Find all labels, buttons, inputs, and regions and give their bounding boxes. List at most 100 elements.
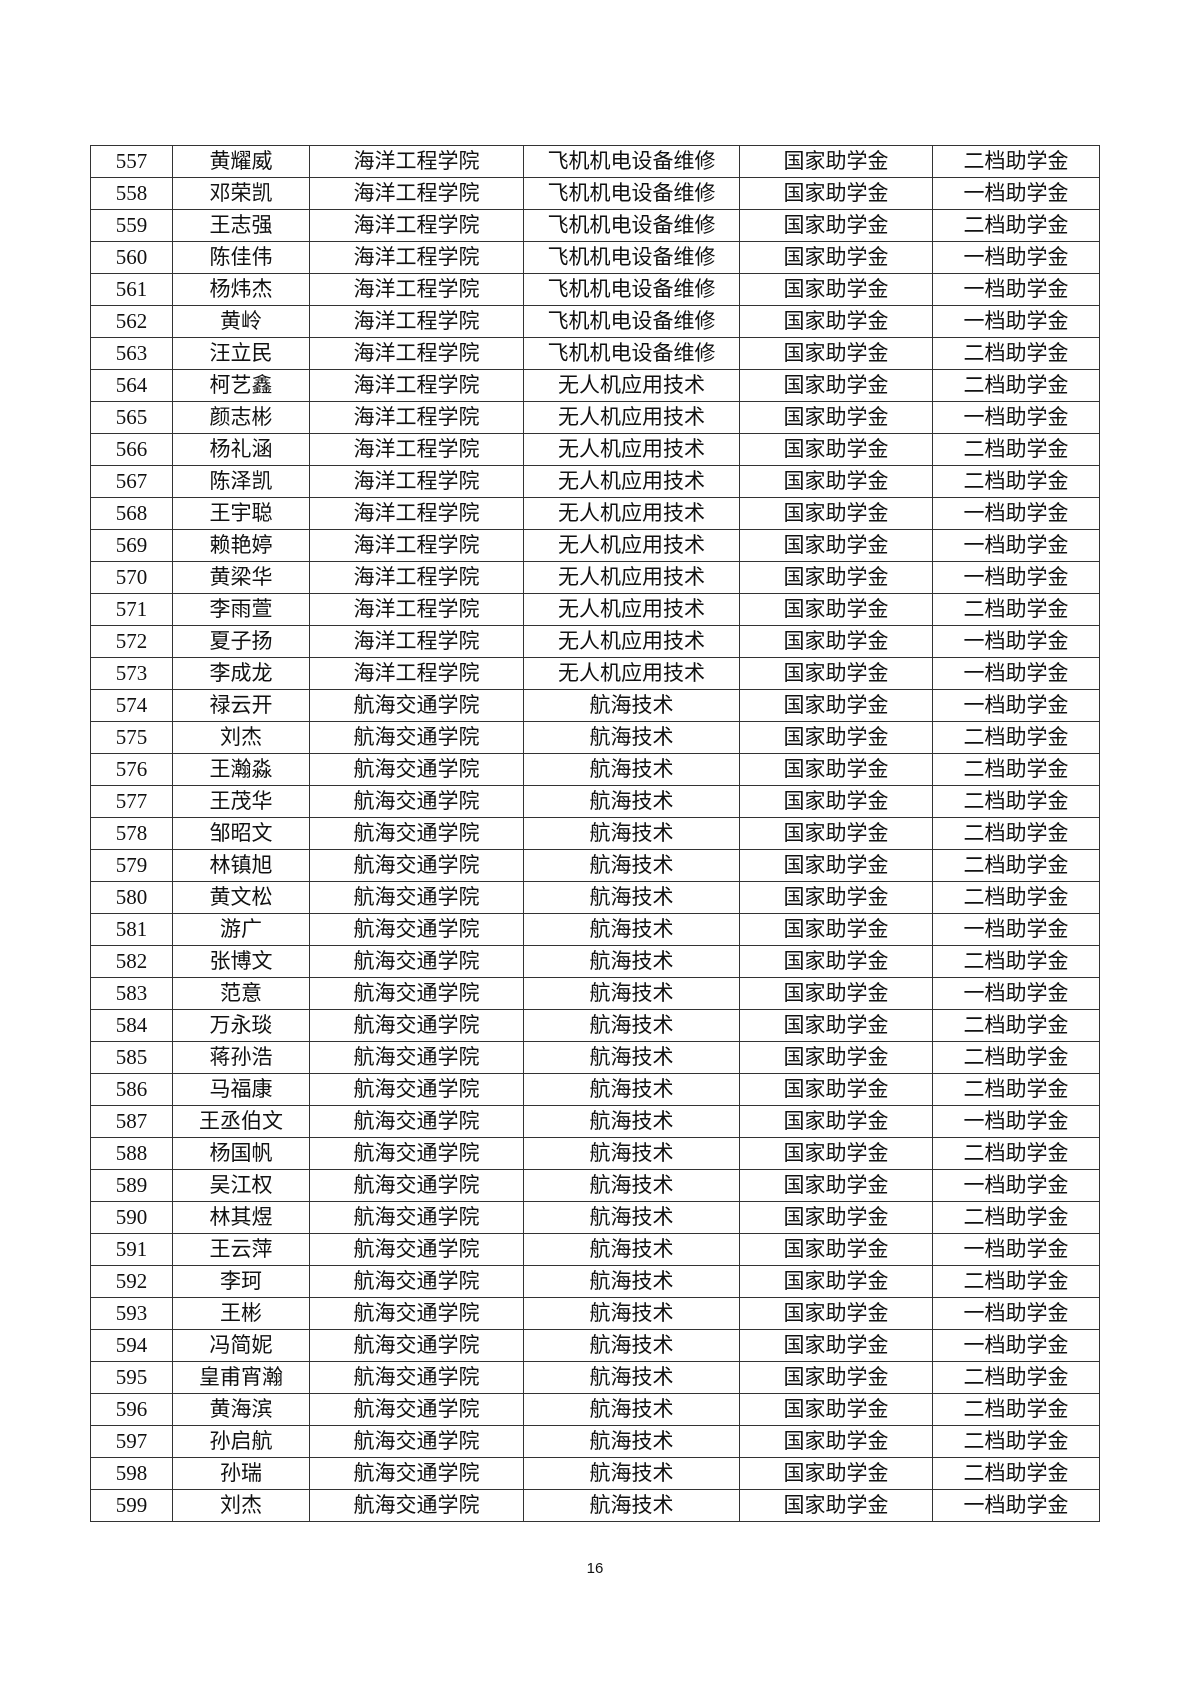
table-row: 597 孙启航 航海交通学院 航海技术 国家助学金 二档助学金: [90, 1425, 1100, 1458]
cell-index: 585: [90, 1041, 173, 1074]
cell-index: 567: [90, 465, 173, 498]
cell-index: 582: [90, 945, 173, 978]
cell-college: 海洋工程学院: [309, 145, 524, 178]
cell-college: 航海交通学院: [309, 881, 524, 914]
cell-major: 航海技术: [523, 1137, 740, 1170]
table-row: 569 赖艳婷 海洋工程学院 无人机应用技术 国家助学金 一档助学金: [90, 529, 1100, 562]
cell-name: 蒋孙浩: [172, 1041, 310, 1074]
cell-name: 马福康: [172, 1073, 310, 1106]
cell-college: 航海交通学院: [309, 913, 524, 946]
cell-scholarship-type: 国家助学金: [739, 881, 933, 914]
cell-college: 航海交通学院: [309, 753, 524, 786]
cell-index: 568: [90, 497, 173, 530]
cell-college: 航海交通学院: [309, 1201, 524, 1234]
cell-name: 皇甫宵瀚: [172, 1361, 310, 1394]
cell-grade: 二档助学金: [932, 817, 1100, 850]
cell-grade: 二档助学金: [932, 1073, 1100, 1106]
cell-name: 王云萍: [172, 1233, 310, 1266]
cell-major: 无人机应用技术: [523, 433, 740, 466]
cell-grade: 一档助学金: [932, 1489, 1100, 1522]
cell-name: 刘杰: [172, 721, 310, 754]
table-row: 579 林镇旭 航海交通学院 航海技术 国家助学金 二档助学金: [90, 849, 1100, 882]
cell-grade: 二档助学金: [932, 1201, 1100, 1234]
cell-college: 航海交通学院: [309, 817, 524, 850]
cell-name: 杨国帆: [172, 1137, 310, 1170]
cell-college: 航海交通学院: [309, 1361, 524, 1394]
cell-scholarship-type: 国家助学金: [739, 497, 933, 530]
cell-major: 飞机机电设备维修: [523, 209, 740, 242]
cell-name: 吴江权: [172, 1169, 310, 1202]
table-row: 564 柯艺鑫 海洋工程学院 无人机应用技术 国家助学金 二档助学金: [90, 369, 1100, 402]
cell-name: 林镇旭: [172, 849, 310, 882]
cell-major: 航海技术: [523, 945, 740, 978]
cell-scholarship-type: 国家助学金: [739, 1361, 933, 1394]
cell-major: 航海技术: [523, 1041, 740, 1074]
cell-index: 566: [90, 433, 173, 466]
cell-grade: 二档助学金: [932, 881, 1100, 914]
cell-name: 王瀚淼: [172, 753, 310, 786]
cell-grade: 二档助学金: [932, 1137, 1100, 1170]
cell-scholarship-type: 国家助学金: [739, 369, 933, 402]
cell-index: 577: [90, 785, 173, 818]
cell-grade: 二档助学金: [932, 945, 1100, 978]
page-number: 16: [586, 1560, 604, 1577]
table-row: 574 禄云开 航海交通学院 航海技术 国家助学金 一档助学金: [90, 689, 1100, 722]
table-row: 577 王茂华 航海交通学院 航海技术 国家助学金 二档助学金: [90, 785, 1100, 818]
cell-name: 范意: [172, 977, 310, 1010]
cell-index: 597: [90, 1425, 173, 1458]
cell-scholarship-type: 国家助学金: [739, 1425, 933, 1458]
cell-grade: 二档助学金: [932, 433, 1100, 466]
cell-index: 579: [90, 849, 173, 882]
cell-name: 邹昭文: [172, 817, 310, 850]
table-row: 589 吴江权 航海交通学院 航海技术 国家助学金 一档助学金: [90, 1169, 1100, 1202]
cell-name: 游广: [172, 913, 310, 946]
cell-college: 海洋工程学院: [309, 305, 524, 338]
cell-college: 航海交通学院: [309, 849, 524, 882]
table-row: 562 黄岭 海洋工程学院 飞机机电设备维修 国家助学金 一档助学金: [90, 305, 1100, 338]
table-row: 585 蒋孙浩 航海交通学院 航海技术 国家助学金 二档助学金: [90, 1041, 1100, 1074]
cell-scholarship-type: 国家助学金: [739, 721, 933, 754]
cell-scholarship-type: 国家助学金: [739, 1009, 933, 1042]
table-row: 583 范意 航海交通学院 航海技术 国家助学金 一档助学金: [90, 977, 1100, 1010]
cell-index: 590: [90, 1201, 173, 1234]
cell-college: 海洋工程学院: [309, 657, 524, 690]
cell-scholarship-type: 国家助学金: [739, 529, 933, 562]
cell-college: 航海交通学院: [309, 1457, 524, 1490]
cell-scholarship-type: 国家助学金: [739, 1169, 933, 1202]
cell-college: 海洋工程学院: [309, 433, 524, 466]
cell-grade: 二档助学金: [932, 369, 1100, 402]
cell-major: 无人机应用技术: [523, 369, 740, 402]
cell-grade: 二档助学金: [932, 337, 1100, 370]
cell-grade: 一档助学金: [932, 913, 1100, 946]
cell-college: 航海交通学院: [309, 1041, 524, 1074]
cell-major: 飞机机电设备维修: [523, 241, 740, 274]
cell-major: 航海技术: [523, 977, 740, 1010]
table-row: 568 王宇聪 海洋工程学院 无人机应用技术 国家助学金 一档助学金: [90, 497, 1100, 530]
cell-scholarship-type: 国家助学金: [739, 465, 933, 498]
cell-major: 航海技术: [523, 1105, 740, 1138]
cell-scholarship-type: 国家助学金: [739, 625, 933, 658]
cell-college: 海洋工程学院: [309, 177, 524, 210]
table-row: 590 林其煜 航海交通学院 航海技术 国家助学金 二档助学金: [90, 1201, 1100, 1234]
cell-scholarship-type: 国家助学金: [739, 1201, 933, 1234]
cell-college: 海洋工程学院: [309, 273, 524, 306]
cell-grade: 一档助学金: [932, 1297, 1100, 1330]
cell-scholarship-type: 国家助学金: [739, 977, 933, 1010]
cell-scholarship-type: 国家助学金: [739, 1233, 933, 1266]
table-row: 575 刘杰 航海交通学院 航海技术 国家助学金 二档助学金: [90, 721, 1100, 754]
table-row: 594 冯简妮 航海交通学院 航海技术 国家助学金 一档助学金: [90, 1329, 1100, 1362]
cell-major: 无人机应用技术: [523, 465, 740, 498]
cell-grade: 一档助学金: [932, 657, 1100, 690]
cell-college: 海洋工程学院: [309, 561, 524, 594]
cell-index: 596: [90, 1393, 173, 1426]
cell-scholarship-type: 国家助学金: [739, 209, 933, 242]
cell-name: 黄耀威: [172, 145, 310, 178]
cell-index: 564: [90, 369, 173, 402]
cell-college: 海洋工程学院: [309, 241, 524, 274]
cell-college: 航海交通学院: [309, 721, 524, 754]
table-row: 565 颜志彬 海洋工程学院 无人机应用技术 国家助学金 一档助学金: [90, 401, 1100, 434]
cell-name: 黄岭: [172, 305, 310, 338]
cell-index: 583: [90, 977, 173, 1010]
cell-index: 571: [90, 593, 173, 626]
cell-name: 黄梁华: [172, 561, 310, 594]
